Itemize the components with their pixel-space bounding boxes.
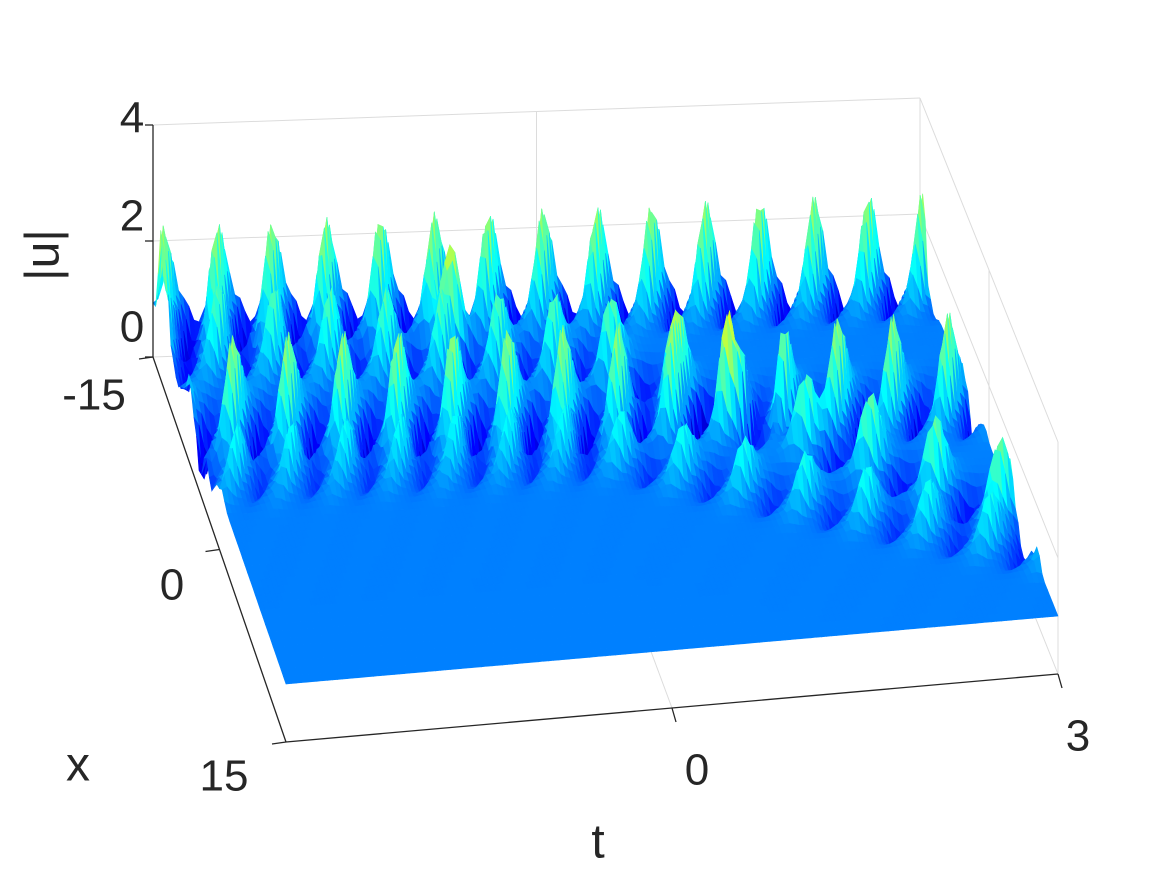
back-grid-z2 (152, 213, 921, 242)
surface-plot (152, 193, 1059, 685)
right-grid-z2 (919, 213, 1059, 559)
